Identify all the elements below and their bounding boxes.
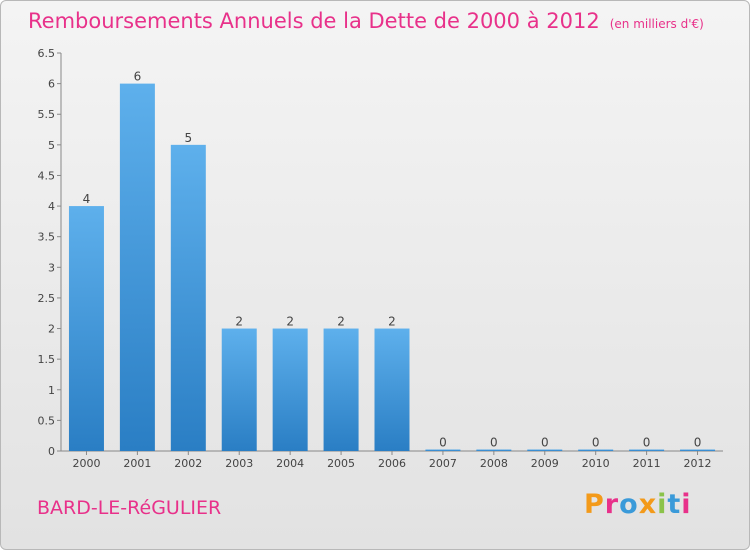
x-tick-label: 2008 <box>480 457 508 470</box>
bar <box>272 328 308 451</box>
town-name: BARD-LE-RéGULIER <box>37 497 222 519</box>
bar <box>629 449 665 451</box>
y-tick-label: 3 <box>48 261 55 274</box>
proxiti-logo: Proxiti <box>584 489 692 520</box>
bar <box>680 449 716 451</box>
units-label: (en milliers d'€) <box>609 17 704 31</box>
y-tick-label: 5 <box>48 139 55 152</box>
data-label: 4 <box>83 192 91 206</box>
data-label: 6 <box>134 70 142 84</box>
y-tick-label: 5.5 <box>38 108 56 121</box>
y-tick-label: 6.5 <box>38 47 56 60</box>
data-label: 0 <box>694 436 702 450</box>
data-label: 2 <box>337 315 345 329</box>
y-tick-label: 1.5 <box>38 353 56 366</box>
x-tick-label: 2004 <box>276 457 304 470</box>
y-tick-label: 2.5 <box>38 292 56 305</box>
bar <box>323 328 359 451</box>
y-tick-label: 0 <box>48 445 55 458</box>
title-text: Remboursements Annuels de la Dette de 20… <box>28 9 600 33</box>
x-tick-label: 2003 <box>225 457 253 470</box>
bar <box>374 328 410 451</box>
logo-letter: i <box>657 489 668 520</box>
x-tick-label: 2010 <box>582 457 610 470</box>
logo-letter: t <box>667 489 682 520</box>
x-tick-label: 2002 <box>174 457 202 470</box>
x-tick-label: 2007 <box>429 457 457 470</box>
x-tick-label: 2000 <box>72 457 100 470</box>
y-tick-label: 1 <box>48 384 55 397</box>
data-label: 0 <box>490 436 498 450</box>
x-tick-label: 2005 <box>327 457 355 470</box>
data-label: 0 <box>439 436 447 450</box>
data-label: 0 <box>592 436 600 450</box>
logo-letter: o <box>619 489 639 520</box>
bar <box>578 449 614 451</box>
bar <box>221 328 257 451</box>
bar <box>425 449 461 451</box>
bar <box>170 144 206 451</box>
data-label: 0 <box>643 436 651 450</box>
chart-title: Remboursements Annuels de la Dette de 20… <box>28 9 704 33</box>
logo-letter: r <box>604 489 620 520</box>
x-tick-label: 2012 <box>684 457 712 470</box>
y-tick-label: 2 <box>48 323 55 336</box>
x-tick-label: 2001 <box>123 457 151 470</box>
data-label: 2 <box>235 315 243 329</box>
y-tick-label: 4 <box>48 200 55 213</box>
y-tick-label: 6 <box>48 78 55 91</box>
data-label: 2 <box>286 315 294 329</box>
data-label: 2 <box>388 315 396 329</box>
bar <box>68 206 104 451</box>
bar <box>119 83 155 451</box>
bar <box>476 449 512 451</box>
bar <box>527 449 563 451</box>
y-tick-label: 4.5 <box>38 169 56 182</box>
y-tick-label: 0.5 <box>38 414 56 427</box>
x-tick-label: 2009 <box>531 457 559 470</box>
logo-letter: P <box>584 489 605 520</box>
logo-letter: x <box>638 489 658 520</box>
x-tick-label: 2006 <box>378 457 406 470</box>
x-tick-label: 2011 <box>633 457 661 470</box>
y-tick-label: 3.5 <box>38 231 56 244</box>
data-label: 0 <box>541 436 549 450</box>
data-label: 5 <box>184 131 192 145</box>
logo-letter: i <box>681 489 692 520</box>
